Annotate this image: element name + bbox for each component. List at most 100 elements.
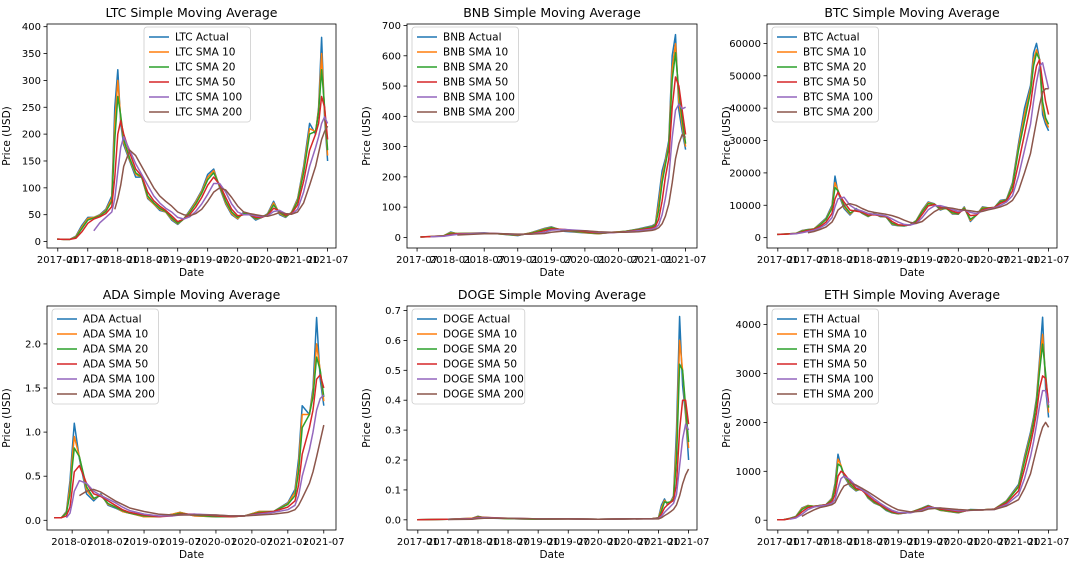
x-tick-label: 2020-01 [195,537,237,548]
series-line-ltc-sma-100 [93,116,329,232]
plot-frame [46,305,337,531]
y-tick-label: 300 [382,142,401,153]
series-line-doge-sma-50 [417,399,690,521]
legend-label: ADA Actual [83,314,142,326]
x-tick-label: 2020-07 [608,537,650,548]
x-tick-label: 2020-07 [968,255,1010,266]
x-tick-label: 2018-07 [463,255,505,266]
x-tick-label: 2020-01 [577,537,619,548]
series-line-bnb-sma-200 [457,133,687,236]
x-tick-label: 2018-01 [817,537,859,548]
y-tick-label: 1000 [736,467,761,478]
y-tick-label: 100 [22,183,41,194]
x-tick-label: 2017-07 [787,255,829,266]
series-line-bnb-sma-100 [430,103,686,238]
series-line-eth-sma-200 [801,421,1050,517]
plot-frame [406,305,698,531]
x-axis-label: Date [539,549,564,561]
y-tick-label: 0 [755,233,761,244]
y-tick-label: 3000 [736,369,761,380]
series-line-btc-sma-20 [777,52,1050,236]
y-tick-label: 300 [22,76,41,87]
x-tick-label: 2021-01 [998,537,1040,548]
x-tick-label: 2020-07 [598,255,640,266]
series-line-btc-sma-100 [789,62,1050,235]
legend-label: LTC Actual [175,32,229,44]
y-tick-label: 1.5 [25,384,41,395]
subplot-ada: ADA Simple Moving Average 0.0 0.5 1.0 1.5 2.0… [1,287,345,561]
y-tick-label: 0.5 [385,366,401,377]
legend-label: BNB SMA 20 [443,62,508,74]
x-axis-label: Date [539,267,564,279]
y-tick-label: 100 [382,203,401,214]
legend-label: BNB SMA 10 [443,47,508,59]
y-tick-label: 0.1 [385,485,401,496]
y-tick-label: 0.7 [385,306,401,317]
legend-label: ADA SMA 10 [83,329,148,341]
y-tick-label: 400 [382,112,401,123]
legend-box [143,26,251,123]
legend-label: BTC SMA 20 [803,62,866,74]
x-axis-label: Date [899,267,924,279]
subplot-doge: DOGE Simple Moving Average 0.0 0.1 0.2 0.3 0.… [361,287,709,561]
x-tick-label: 2018-01 [817,255,859,266]
legend-label: BNB SMA 100 [443,92,515,104]
legend: ETH Actual ETH SMA 10 ETH SMA 20 ETH SMA 50… [771,308,879,405]
legend-label: LTC SMA 50 [175,77,235,89]
legend-label: DOGE SMA 100 [443,374,524,386]
x-tick-label: 2021-07 [665,255,707,266]
legend-label: ADA SMA 50 [83,359,148,371]
x-tick-label: 2019-01 [157,255,199,266]
legend-label: ETH SMA 50 [803,359,867,371]
x-tick-label: 2017-07 [396,255,438,266]
legend-label: DOGE SMA 10 [443,329,517,341]
x-tick-label: 2019-07 [907,537,949,548]
x-tick-label: 2021-07 [1028,537,1070,548]
y-tick-label: 0.6 [385,336,401,347]
y-tick-label: 30000 [729,136,761,147]
chart-title: ADA Simple Moving Average [103,287,281,302]
chart-title: BNB Simple Moving Average [463,5,641,20]
x-tick-label: 2020-07 [247,255,289,266]
x-tick-label: 2019-01 [877,537,919,548]
series-line-doge-sma-100 [447,423,690,521]
x-tick-label: 2019-07 [547,537,589,548]
x-tick-label: 2020-01 [937,255,979,266]
legend-label: BTC SMA 100 [803,92,873,104]
x-tick-label: 2021-01 [267,537,309,548]
legend-box [771,26,879,123]
plot-frame [766,23,1058,249]
x-tick-label: 2018-07 [847,537,889,548]
legend: ADA Actual ADA SMA 10 ADA SMA 20 ADA SMA 50… [51,308,159,405]
legend-label: BNB SMA 200 [443,107,515,119]
y-tick-label: 200 [382,172,401,183]
y-tick-label: 0.0 [25,516,41,527]
y-tick-label: 2.0 [25,339,41,350]
legend-label: BTC SMA 200 [803,107,873,119]
x-tick-label: 2021-01 [277,255,319,266]
legend-label: ETH SMA 200 [803,389,874,401]
series-lines [54,316,325,519]
series-line-btc-sma-50 [777,58,1050,236]
x-tick-label: 2019-07 [187,255,229,266]
series-line-doge-sma-200 [447,468,690,521]
series-line-ada-sma-200 [79,424,325,517]
x-tick-label: 2020-01 [564,255,606,266]
x-tick-label: 2017-07 [67,255,109,266]
series-line-ada-sma-10 [54,343,325,519]
x-tick-label: 2020-07 [231,537,273,548]
y-tick-label: 0.5 [25,472,41,483]
y-tick-label: 250 [22,103,41,114]
legend: BTC Actual BTC SMA 10 BTC SMA 20 BTC SMA 50… [771,26,879,123]
x-tick-label: 2017-01 [757,537,799,548]
y-axis-label: Price (USD) [361,106,373,166]
x-tick-label: 2019-07 [159,537,201,548]
legend-box [51,308,159,405]
series-lines [420,33,687,238]
y-tick-label: 0 [35,237,41,248]
y-tick-label: 0.2 [385,456,401,467]
y-axis-label: Price (USD) [721,106,733,166]
chart-title: DOGE Simple Moving Average [458,287,646,302]
x-tick-label: 2018-01 [457,537,499,548]
x-axis-label: Date [179,549,204,561]
